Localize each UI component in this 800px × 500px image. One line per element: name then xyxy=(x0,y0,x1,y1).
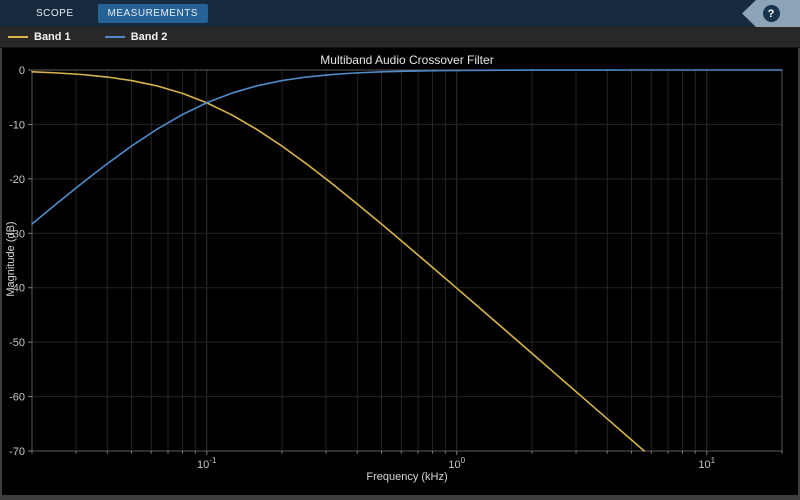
band1-line-swatch xyxy=(8,36,28,38)
svg-text:-60: -60 xyxy=(9,392,25,404)
y-axis-label: Magnitude (dB) xyxy=(5,221,17,297)
band2-line-swatch xyxy=(104,36,125,38)
legend-item-band2[interactable]: Band 2 xyxy=(104,31,168,43)
svg-text:-30: -30 xyxy=(9,228,25,240)
svg-text:-50: -50 xyxy=(9,337,25,349)
tab-measurements[interactable]: MEASUREMENTS xyxy=(97,4,208,23)
help-button[interactable]: ? xyxy=(742,0,800,27)
legend: Band 1 Band 2 xyxy=(0,27,800,48)
svg-text:101: 101 xyxy=(698,456,715,471)
legend-label-band2: Band 2 xyxy=(130,31,168,43)
svg-text:-70: -70 xyxy=(9,446,25,458)
question-mark-icon: ? xyxy=(762,5,780,22)
svg-text:10-1: 10-1 xyxy=(197,456,217,471)
chart-title: Multiband Audio Crossover Filter xyxy=(320,53,494,67)
chart-figure: 0 -10 -20 -30 -40 -50 -60 -70 10-1 100 101 Multiba… xyxy=(2,48,798,495)
legend-label-band1: Band 1 xyxy=(34,31,71,43)
svg-text:0: 0 xyxy=(19,65,25,77)
toolstrip: SCOPE MEASUREMENTS ? xyxy=(0,0,800,27)
svg-text:-20: -20 xyxy=(9,174,25,186)
plot-area[interactable]: 0 -10 -20 -30 -40 -50 -60 -70 10-1 100 101 xyxy=(2,48,798,495)
x-axis-label: Frequency (kHz) xyxy=(366,471,448,483)
legend-item-band1[interactable]: Band 1 xyxy=(8,31,71,43)
svg-text:-40: -40 xyxy=(9,283,25,295)
svg-text:-10: -10 xyxy=(9,119,25,131)
tab-scope[interactable]: SCOPE xyxy=(36,8,74,19)
svg-text:100: 100 xyxy=(448,456,465,471)
